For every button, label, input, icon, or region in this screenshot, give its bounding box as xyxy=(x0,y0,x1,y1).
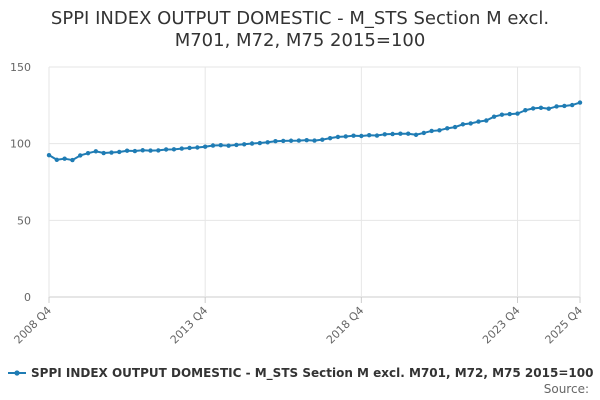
data-point-24[interactable] xyxy=(234,142,239,148)
data-point-30[interactable] xyxy=(281,138,286,144)
data-point-28[interactable] xyxy=(265,140,270,145)
data-point-59[interactable] xyxy=(507,111,512,117)
data-point-35[interactable] xyxy=(320,137,325,142)
data-point-21[interactable] xyxy=(210,143,216,148)
data-point-55[interactable] xyxy=(476,119,481,124)
data-point-2[interactable] xyxy=(62,156,67,161)
data-point-43[interactable] xyxy=(382,132,387,137)
data-point-39[interactable] xyxy=(351,133,356,138)
data-point-3[interactable] xyxy=(70,157,75,163)
chart-title-line-2: M701, M72, M75 2015=100 xyxy=(175,30,426,51)
data-point-51[interactable] xyxy=(445,126,450,131)
data-point-15[interactable] xyxy=(163,147,169,152)
data-point-32[interactable] xyxy=(296,138,302,143)
data-point-29[interactable] xyxy=(273,139,278,144)
data-point-47[interactable] xyxy=(413,132,419,137)
x-tick-label-2: 2018 Q4 xyxy=(324,304,367,347)
data-point-62[interactable] xyxy=(530,106,536,111)
data-point-9[interactable] xyxy=(117,149,122,155)
data-point-19[interactable] xyxy=(195,145,200,150)
legend[interactable]: SPPI INDEX OUTPUT DOMESTIC - M_STS Secti… xyxy=(8,366,593,381)
series xyxy=(46,100,583,163)
data-point-20[interactable] xyxy=(202,144,208,149)
data-point-48[interactable] xyxy=(421,130,427,136)
data-point-16[interactable] xyxy=(171,147,177,152)
data-point-5[interactable] xyxy=(85,150,91,156)
gridlines xyxy=(48,66,581,298)
data-point-14[interactable] xyxy=(156,148,161,153)
data-point-27[interactable] xyxy=(257,140,263,146)
data-point-38[interactable] xyxy=(343,134,348,139)
data-point-66[interactable] xyxy=(562,103,567,109)
data-point-33[interactable] xyxy=(304,137,309,143)
y-tick-label-0: 0 xyxy=(24,291,31,304)
data-point-18[interactable] xyxy=(187,145,192,151)
data-point-8[interactable] xyxy=(109,150,114,155)
data-point-44[interactable] xyxy=(390,131,395,137)
data-point-36[interactable] xyxy=(327,135,333,141)
data-point-37[interactable] xyxy=(335,134,341,140)
data-point-42[interactable] xyxy=(374,133,380,138)
data-point-53[interactable] xyxy=(460,122,466,127)
x-axis: 2008 Q4 2013 Q4 2018 Q4 2023 Q4 2025 Q4 xyxy=(12,297,586,347)
data-point-64[interactable] xyxy=(546,106,551,111)
data-point-46[interactable] xyxy=(406,131,411,136)
data-point-10[interactable] xyxy=(124,148,130,153)
data-point-54[interactable] xyxy=(468,121,473,126)
data-point-31[interactable] xyxy=(288,138,294,143)
data-point-63[interactable] xyxy=(538,105,544,110)
data-point-50[interactable] xyxy=(437,128,442,133)
data-point-68[interactable] xyxy=(577,100,583,105)
y-tick-label-1: 50 xyxy=(17,214,31,227)
data-point-60[interactable] xyxy=(515,111,520,116)
data-point-58[interactable] xyxy=(499,112,505,117)
data-point-67[interactable] xyxy=(569,102,575,108)
data-point-17[interactable] xyxy=(179,146,184,151)
data-point-52[interactable] xyxy=(452,124,458,130)
data-point-13[interactable] xyxy=(148,148,153,153)
data-point-34[interactable] xyxy=(312,138,317,143)
data-point-49[interactable] xyxy=(429,128,434,134)
legend-point-marker xyxy=(14,370,20,376)
y-tick-label-2: 100 xyxy=(10,138,31,151)
x-tick-label-0: 2008 Q4 xyxy=(12,304,55,347)
y-tick-label-3: 150 xyxy=(10,61,31,74)
legend-label: SPPI INDEX OUTPUT DOMESTIC - M_STS Secti… xyxy=(31,366,593,381)
data-point-1[interactable] xyxy=(54,157,60,162)
data-point-45[interactable] xyxy=(398,131,403,136)
x-tick-label-1: 2013 Q4 xyxy=(168,304,211,347)
data-point-41[interactable] xyxy=(366,133,372,138)
data-point-56[interactable] xyxy=(484,118,489,123)
y-axis: 0 50 100 150 xyxy=(10,61,31,304)
data-point-23[interactable] xyxy=(226,143,231,148)
data-point-40[interactable] xyxy=(359,133,364,139)
x-tick-label-4: 2025 Q4 xyxy=(543,304,586,347)
chart-title: SPPI INDEX OUTPUT DOMESTIC - M_STS Secti… xyxy=(51,8,549,51)
data-point-12[interactable] xyxy=(140,148,145,153)
data-point-26[interactable] xyxy=(249,141,255,146)
data-point-6[interactable] xyxy=(93,149,99,154)
data-point-0[interactable] xyxy=(46,152,52,158)
chart-title-line-1: SPPI INDEX OUTPUT DOMESTIC - M_STS Secti… xyxy=(51,8,549,29)
data-point-4[interactable] xyxy=(78,153,83,158)
data-point-65[interactable] xyxy=(554,104,559,109)
source-label: Source: xyxy=(544,382,589,396)
data-point-22[interactable] xyxy=(218,143,223,148)
data-point-61[interactable] xyxy=(523,108,528,113)
x-tick-label-3: 2023 Q4 xyxy=(480,304,523,347)
data-point-57[interactable] xyxy=(491,114,497,119)
data-point-7[interactable] xyxy=(101,150,106,156)
data-point-11[interactable] xyxy=(132,148,138,154)
data-point-25[interactable] xyxy=(242,142,247,147)
